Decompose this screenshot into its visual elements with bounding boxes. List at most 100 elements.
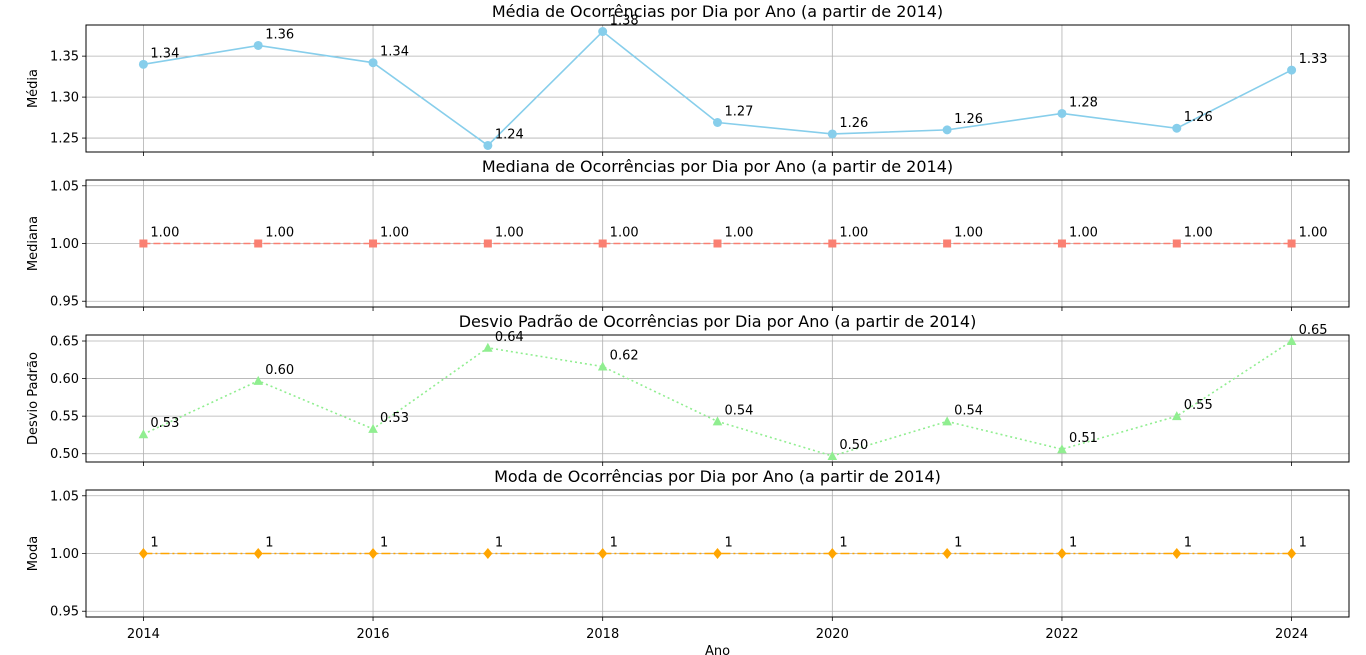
y-axis-label: Mediana bbox=[26, 216, 41, 271]
data-label: 1.00 bbox=[150, 226, 179, 241]
subplot-1: 1.251.301.35 1.341.361.341.241.381.271.26… bbox=[26, 2, 1350, 156]
data-label: 1.00 bbox=[1299, 226, 1328, 241]
data-point bbox=[943, 239, 952, 248]
axes-frame bbox=[85, 24, 1350, 153]
data-label: 0.54 bbox=[954, 403, 983, 418]
data-point bbox=[368, 548, 378, 559]
data-label: 1.28 bbox=[1069, 95, 1098, 110]
data-label: 0.50 bbox=[839, 438, 868, 453]
data-point bbox=[1057, 239, 1066, 248]
data-point bbox=[253, 548, 263, 559]
x-axis-label: Ano bbox=[705, 644, 730, 655]
data-label: 0.65 bbox=[1299, 323, 1328, 338]
subplot-title: Moda de Ocorrências por Dia por Ano (a p… bbox=[494, 467, 941, 486]
data-label: 1.34 bbox=[150, 46, 179, 61]
data-label: 0.51 bbox=[1069, 431, 1098, 446]
data-point bbox=[942, 548, 952, 559]
subplot-3: 0.50 0.55 0.60 0.65 0.53 0.60 0.53 0.64 0.62 0.54… bbox=[26, 312, 1350, 466]
y-axis-label: Desvio Padrão bbox=[26, 352, 41, 445]
data-point bbox=[827, 548, 837, 559]
y-tick-label: 1.00 bbox=[50, 237, 79, 252]
data-point bbox=[1287, 548, 1297, 559]
data-point bbox=[1287, 65, 1297, 75]
data-label: 0.53 bbox=[150, 416, 179, 431]
subplot-title: Desvio Padrão de Ocorrências por Dia por… bbox=[459, 312, 977, 331]
data-point bbox=[368, 423, 378, 433]
data-label: 1 bbox=[839, 536, 847, 551]
data-point bbox=[1057, 444, 1067, 454]
y-tick-label: 0.50 bbox=[50, 447, 79, 462]
data-point bbox=[1172, 123, 1182, 133]
data-label: 1.27 bbox=[725, 105, 754, 120]
data-point bbox=[253, 40, 263, 50]
data-point bbox=[942, 125, 952, 135]
x-tick-label: 2016 bbox=[356, 627, 389, 642]
data-point bbox=[253, 375, 264, 385]
data-label: 1.36 bbox=[265, 27, 294, 42]
x-tick-label: 2024 bbox=[1275, 627, 1308, 642]
data-point bbox=[1057, 548, 1067, 559]
data-label: 0.60 bbox=[265, 363, 294, 378]
y-tick-label: 1.00 bbox=[50, 547, 79, 562]
data-label: 1.26 bbox=[1184, 110, 1213, 125]
data-point bbox=[1287, 239, 1296, 248]
data-label: 1 bbox=[265, 536, 273, 551]
data-point bbox=[828, 239, 837, 248]
y-tick-label: 0.55 bbox=[50, 410, 79, 425]
data-label: 1 bbox=[495, 536, 503, 551]
data-label: 1 bbox=[1069, 536, 1077, 551]
data-label: 0.53 bbox=[380, 411, 409, 426]
x-tick-label: 2014 bbox=[127, 627, 160, 642]
data-label: 1.00 bbox=[725, 226, 754, 241]
data-label: 1 bbox=[610, 536, 618, 551]
data-point bbox=[713, 548, 722, 559]
data-point bbox=[1057, 108, 1067, 118]
y-tick-label: 1.35 bbox=[50, 50, 79, 65]
data-point bbox=[138, 429, 149, 439]
data-label: 1.00 bbox=[1184, 226, 1213, 241]
data-label: 1.34 bbox=[380, 45, 409, 60]
data-label: 1 bbox=[1299, 536, 1307, 551]
subplot-title: Mediana de Ocorrências por Dia por Ano (… bbox=[482, 157, 953, 176]
y-tick-label: 0.95 bbox=[50, 295, 79, 310]
data-label: 1 bbox=[380, 536, 388, 551]
data-label: 0.62 bbox=[610, 349, 639, 364]
data-label: 1.00 bbox=[265, 226, 294, 241]
data-point bbox=[139, 239, 148, 248]
axes-frame bbox=[85, 489, 1350, 618]
subplot-4: 0.95 1.00 1.05 2014 2016 2018 2020 2022 2024 1 1 1 1… bbox=[26, 467, 1350, 642]
y-tick-label: 0.65 bbox=[50, 335, 79, 350]
data-point bbox=[942, 416, 952, 426]
data-label: 1.26 bbox=[839, 116, 868, 131]
data-point bbox=[598, 27, 608, 37]
y-tick-label: 1.25 bbox=[50, 132, 79, 147]
data-point bbox=[138, 548, 148, 559]
data-point bbox=[483, 239, 492, 248]
data-point bbox=[1171, 411, 1182, 421]
data-point bbox=[1172, 239, 1181, 248]
data-point bbox=[827, 450, 838, 460]
series-line bbox=[143, 340, 1293, 457]
series-line bbox=[143, 30, 1292, 147]
data-point bbox=[369, 239, 378, 248]
data-point bbox=[598, 548, 608, 559]
data-label: 1 bbox=[150, 536, 158, 551]
data-label: 1.00 bbox=[954, 226, 983, 241]
data-point bbox=[483, 548, 493, 559]
data-label: 1.00 bbox=[495, 226, 524, 241]
y-tick-label: 1.30 bbox=[50, 91, 79, 106]
data-point bbox=[827, 129, 837, 139]
x-tick-label: 2018 bbox=[586, 627, 619, 642]
axes-frame bbox=[85, 179, 1350, 308]
axes-frame bbox=[85, 334, 1350, 463]
data-label: 1 bbox=[1184, 536, 1192, 551]
data-label: 1.24 bbox=[495, 127, 524, 142]
y-tick-label: 1.05 bbox=[50, 489, 79, 504]
data-point bbox=[1286, 336, 1297, 346]
data-point bbox=[254, 239, 263, 248]
data-label: 1 bbox=[725, 536, 733, 551]
data-point bbox=[368, 58, 378, 68]
subplot-title: Média de Ocorrências por Dia por Ano (a … bbox=[492, 2, 943, 21]
data-label: 0.54 bbox=[725, 403, 754, 418]
